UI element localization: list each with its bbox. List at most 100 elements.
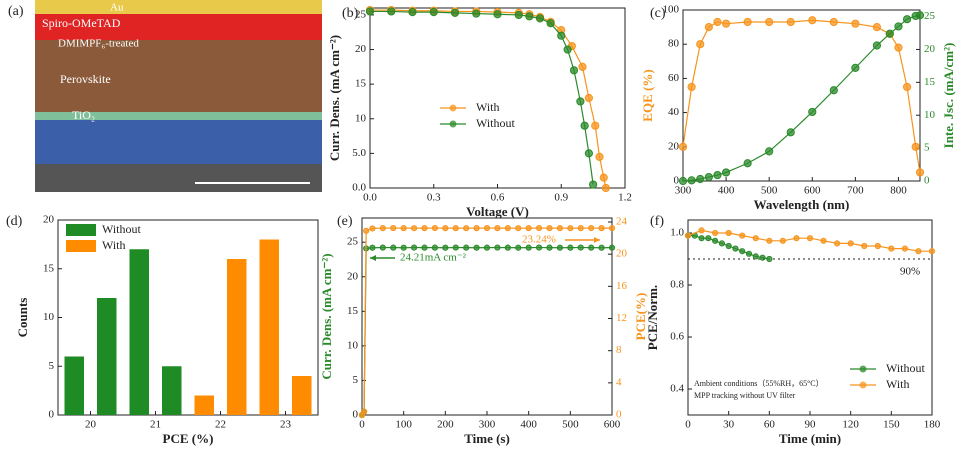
layer-perovskite (35, 40, 322, 112)
x-tick-label: 300 (479, 419, 496, 431)
y-tick-label: 5.0 (352, 147, 366, 159)
chart-panel: (e)0 100 200 300 400 500 600051015202504812162… (319, 214, 648, 446)
y-tick-label: 60 (668, 72, 680, 84)
y-tick-label: 20 (347, 270, 359, 282)
point (902, 82, 912, 92)
layer-au (35, 0, 322, 14)
point (928, 248, 936, 255)
x-tick-label: 500 (761, 185, 778, 197)
x-axis-label: Time (s) (464, 431, 510, 446)
x-tick-label: 1.2 (618, 192, 632, 204)
legend-label: With (886, 377, 910, 391)
panel-label: (c) (650, 6, 666, 21)
y-tick-label: 0 (674, 175, 680, 187)
point (410, 225, 418, 232)
legend-swatch (66, 240, 96, 252)
point (718, 240, 725, 247)
point (450, 8, 460, 17)
point (598, 244, 605, 251)
y2-tick-label: 0 (616, 409, 622, 421)
y2-axis-label: Inte. Jsc. (mA/cm²) (941, 43, 956, 149)
point (712, 237, 719, 244)
point (704, 172, 713, 182)
annotation: 23.24% (522, 234, 556, 246)
point (894, 22, 903, 31)
point (567, 225, 574, 232)
x-tick-label: 0.9 (554, 192, 568, 204)
point (678, 176, 688, 186)
point (390, 244, 397, 251)
point (829, 17, 838, 27)
point (766, 237, 773, 244)
x-axis-label: Voltage (V) (466, 204, 529, 219)
chart-panel: (c) 300 400 500 600 700 800 0 20 40 60 80 100 0 5 10 15 2… (640, 4, 956, 212)
point (713, 170, 722, 180)
y-tick-label: 0.6 (670, 331, 684, 343)
layer-label: TiO₂ (72, 108, 95, 122)
sem-image: (a) Au Spiro-OMeTAD DMIMPF₆-treated Pero… (8, 0, 322, 192)
point (421, 244, 428, 251)
point (696, 174, 705, 184)
point (421, 225, 428, 232)
layer-tio2 (35, 112, 322, 120)
point (584, 93, 593, 103)
legend-marker (449, 120, 457, 128)
y-tick-label: 0.4 (670, 383, 684, 395)
arrow-head (370, 255, 376, 261)
point (525, 225, 532, 232)
y2-tick-label: 8 (616, 344, 622, 356)
bar (97, 298, 117, 415)
point (410, 244, 418, 251)
point (365, 7, 375, 16)
y-axis-label: Curr. Dens. (mA cm⁻²) (319, 253, 334, 379)
y-tick-label: 0.8 (670, 279, 684, 291)
point (494, 225, 501, 232)
x-tick-label: 22 (215, 419, 226, 431)
point (546, 225, 553, 232)
point (894, 43, 903, 52)
point (504, 244, 511, 251)
point (834, 240, 841, 247)
y-tick-label: 15 (355, 78, 367, 90)
y2-tick-label: 12 (616, 312, 627, 324)
point (569, 66, 579, 75)
point (578, 62, 587, 71)
layer-label: DMIMPF₆-treated (58, 38, 139, 50)
annotation: MPP tracking without UV filter (694, 391, 796, 400)
point (576, 97, 585, 106)
y-tick-label: 20 (43, 214, 55, 226)
point (473, 225, 480, 232)
layer-label: Perovskite (60, 72, 111, 86)
series-line (682, 14, 921, 182)
y2-tick-label: 5 (924, 142, 930, 154)
y2-tick-label: 4 (616, 376, 622, 388)
reference-label: 90% (900, 266, 920, 278)
x-tick-label: 100 (395, 419, 412, 431)
layer-label: Spiro-OMeTAD (42, 16, 121, 30)
bar (227, 259, 247, 415)
point (442, 244, 449, 251)
point (483, 244, 491, 251)
point (872, 41, 882, 50)
point (556, 244, 564, 251)
x-tick-label: 700 (847, 185, 864, 197)
y-tick-label: 25 (347, 236, 359, 248)
point (598, 225, 605, 232)
point (739, 232, 746, 239)
arrow-head (594, 237, 600, 243)
point (608, 244, 616, 251)
y-tick-label: 20 (668, 140, 680, 152)
point (712, 229, 719, 237)
point (829, 86, 838, 95)
legend-marker (859, 365, 867, 373)
x-tick-label: 800 (890, 185, 907, 197)
point (732, 245, 739, 252)
point (595, 152, 604, 161)
x-tick-label: 60 (764, 419, 776, 431)
point (452, 244, 459, 251)
point (745, 250, 753, 257)
x-axis-label: Wavelength (nm) (754, 197, 850, 212)
y2-tick-label: 25 (924, 10, 936, 22)
chart-panel: (d) 20 21 22 23 0 5 10 15 20 PCE (%) Counts Without W… (6, 214, 319, 446)
point (360, 408, 368, 415)
